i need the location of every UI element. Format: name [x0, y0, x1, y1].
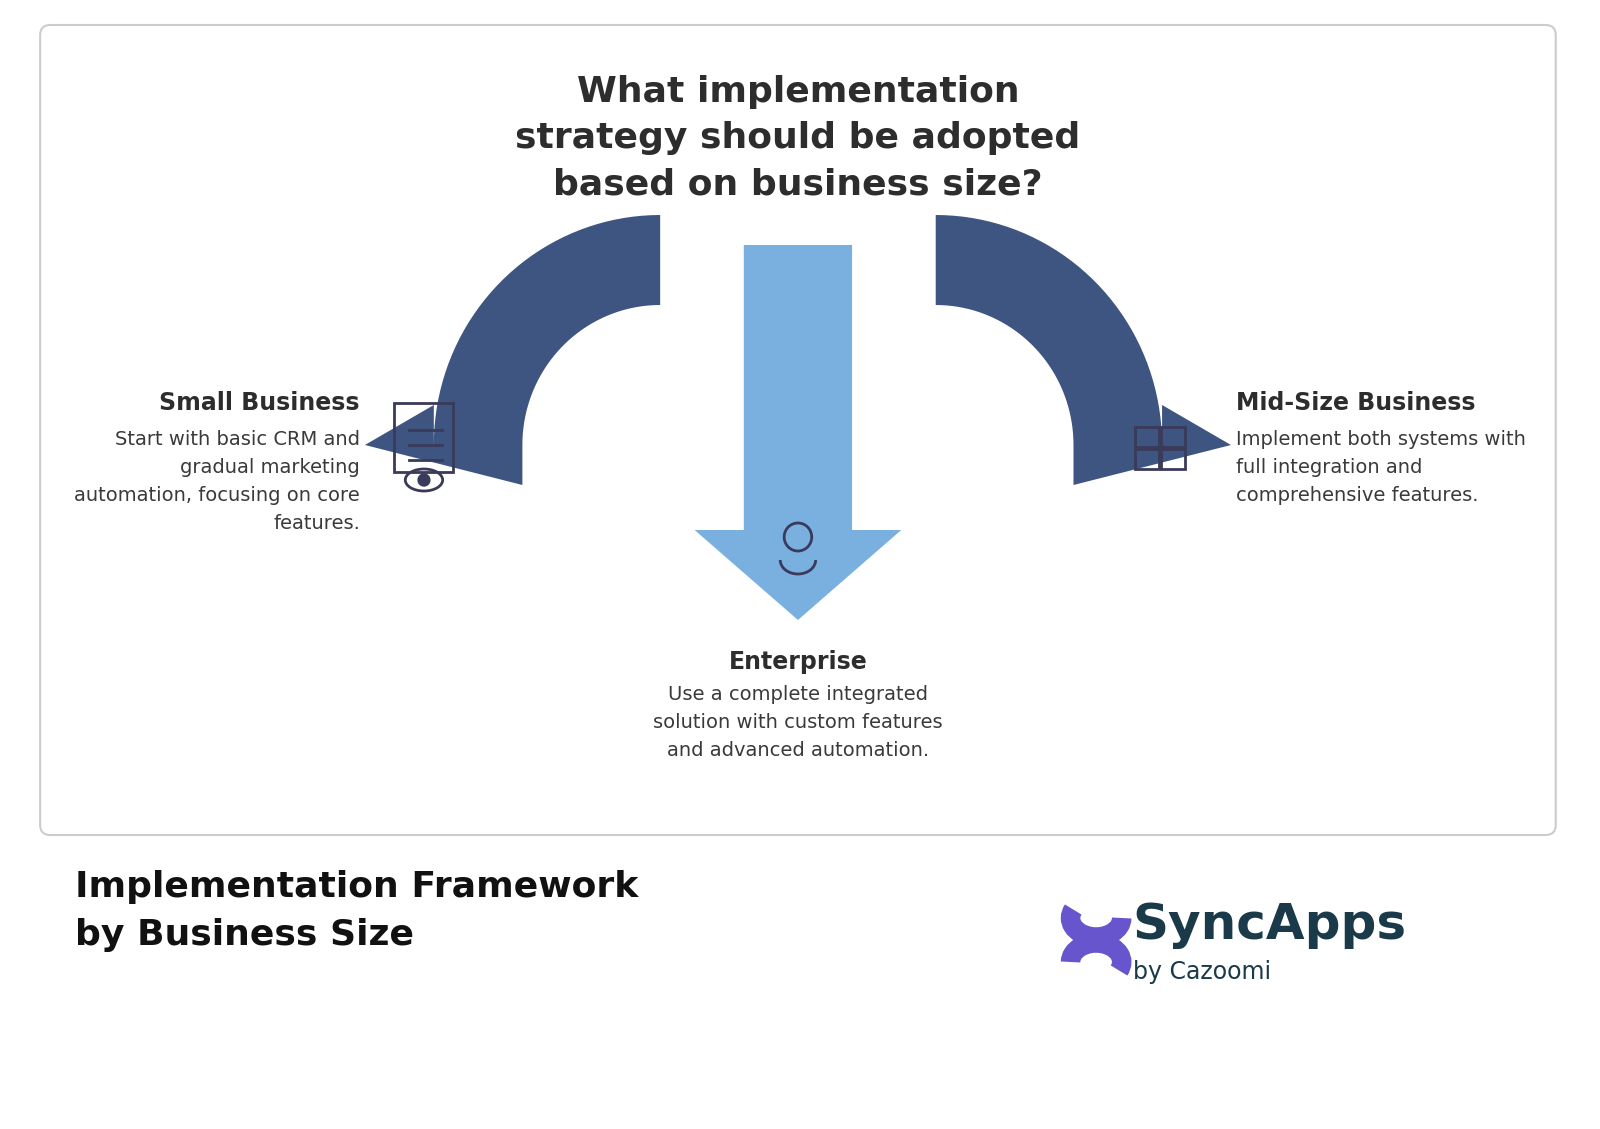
Polygon shape — [365, 215, 661, 485]
Text: Enterprise: Enterprise — [728, 650, 867, 674]
Text: Use a complete integrated
solution with custom features
and advanced automation.: Use a complete integrated solution with … — [653, 685, 942, 760]
Circle shape — [418, 474, 430, 485]
Text: What implementation
strategy should be adopted
based on business size?: What implementation strategy should be a… — [515, 75, 1080, 201]
Text: Mid-Size Business: Mid-Size Business — [1235, 391, 1475, 415]
Polygon shape — [694, 245, 901, 620]
Text: by Cazoomi: by Cazoomi — [1133, 960, 1270, 984]
Text: Implementation Framework
by Business Size: Implementation Framework by Business Siz… — [75, 870, 638, 952]
Text: Start with basic CRM and
gradual marketing
automation, focusing on core
features: Start with basic CRM and gradual marketi… — [74, 430, 360, 533]
Text: Implement both systems with
full integration and
comprehensive features.: Implement both systems with full integra… — [1235, 430, 1526, 505]
FancyBboxPatch shape — [40, 25, 1555, 835]
Text: Small Business: Small Business — [160, 391, 360, 415]
Polygon shape — [936, 215, 1230, 485]
Text: SyncApps: SyncApps — [1133, 901, 1406, 949]
